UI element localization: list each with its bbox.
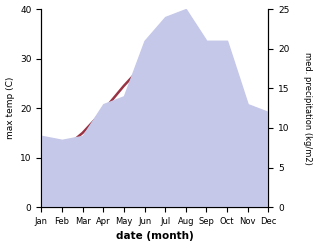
X-axis label: date (month): date (month) <box>116 231 194 242</box>
Y-axis label: max temp (C): max temp (C) <box>5 77 15 139</box>
Y-axis label: med. precipitation (kg/m2): med. precipitation (kg/m2) <box>303 52 313 165</box>
